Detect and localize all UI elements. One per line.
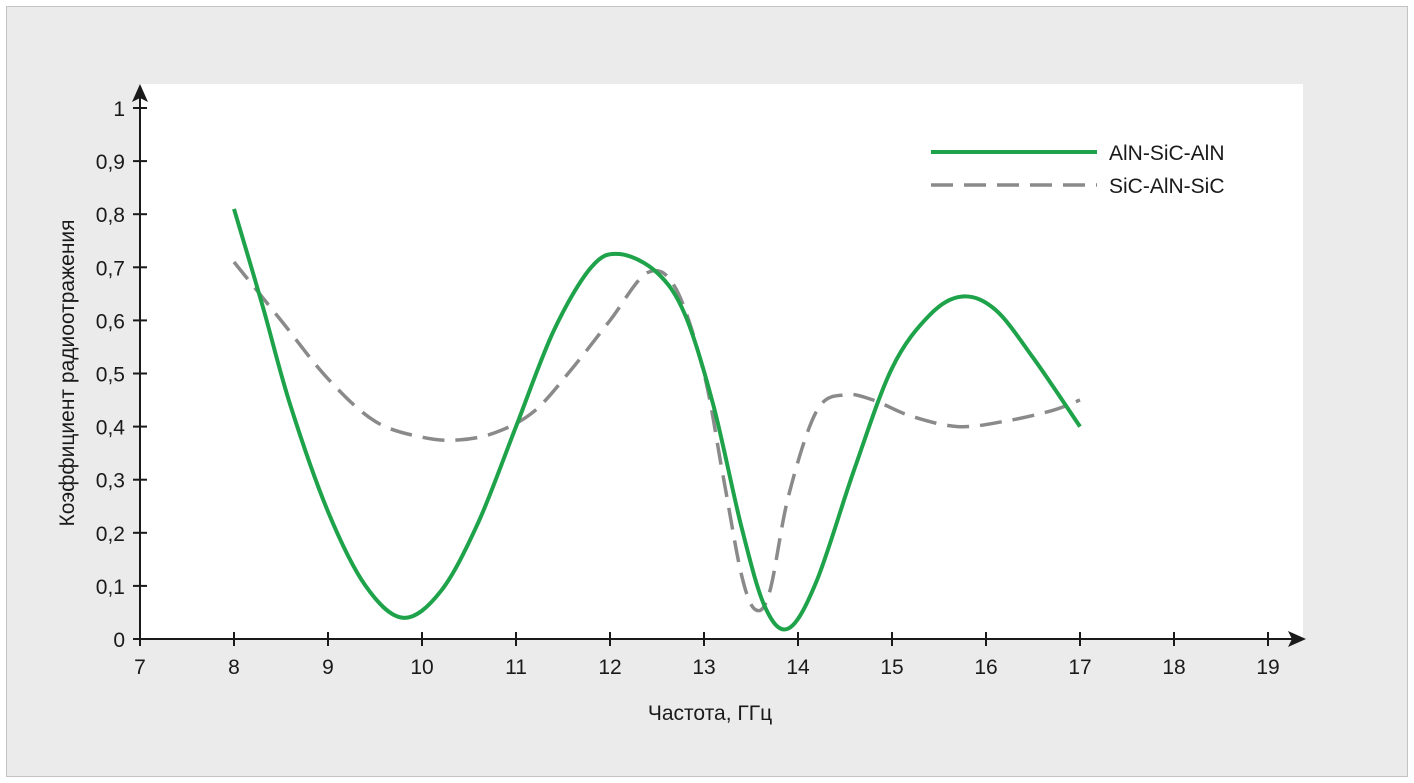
legend-label-aln-sic-aln: AlN-SiC-AlN: [1109, 142, 1225, 165]
plot-area: [140, 84, 1303, 640]
y-tick-label-0: 0: [113, 629, 125, 652]
x-axis-arrow: [1288, 631, 1306, 647]
y-tick-label-0,4: 0,4: [96, 417, 126, 440]
y-tick-label-0,1: 0,1: [96, 576, 125, 599]
x-tick-label-8: 8: [228, 656, 240, 679]
y-tick-label-1: 1: [113, 98, 125, 121]
y-tick-label-0,2: 0,2: [96, 523, 125, 546]
y-axis-label: Коэффициент радиоотражения: [56, 219, 79, 526]
x-tick-label-19: 19: [1256, 656, 1279, 679]
x-tick-label-17: 17: [1068, 656, 1091, 679]
x-tick-label-15: 15: [880, 656, 903, 679]
y-tick-label-0,8: 0,8: [96, 204, 125, 227]
series-layer: [232, 208, 1082, 632]
y-axis-arrow: [132, 84, 148, 102]
legend-label-sic-aln-sic: SiC-AlN-SiC: [1109, 175, 1225, 198]
series-line-sic-aln-sic: [232, 260, 1081, 613]
x-axis-label: Частота, ГГц: [648, 702, 772, 725]
y-tick-label-0,9: 0,9: [96, 151, 125, 174]
x-tick-label-13: 13: [692, 656, 715, 679]
x-tick-label-12: 12: [598, 656, 621, 679]
x-tick-label-10: 10: [410, 656, 433, 679]
y-tick-label-0,6: 0,6: [96, 310, 125, 333]
y-tick-label-0,3: 0,3: [96, 470, 125, 493]
x-tick-label-11: 11: [505, 656, 527, 679]
y-tick-label-0,5: 0,5: [96, 364, 125, 387]
x-tick-label-16: 16: [974, 656, 997, 679]
x-tick-label-9: 9: [322, 656, 334, 679]
ticks-layer: 7 8 9 10 11 12 13 14 15 16 17 18 19 0 0,1 0,2 0,3 0,4 0,5 0…: [96, 98, 1280, 679]
axes-layer: [132, 84, 1306, 647]
legend: AlN-SiC-AlN SiC-AlN-SiC: [931, 142, 1225, 198]
x-tick-label-18: 18: [1162, 656, 1185, 679]
x-tick-label-7: 7: [134, 656, 146, 679]
series-line-aln-sic-aln: [232, 208, 1082, 632]
x-tick-label-14: 14: [786, 656, 810, 679]
y-tick-label-0,7: 0,7: [96, 257, 125, 280]
